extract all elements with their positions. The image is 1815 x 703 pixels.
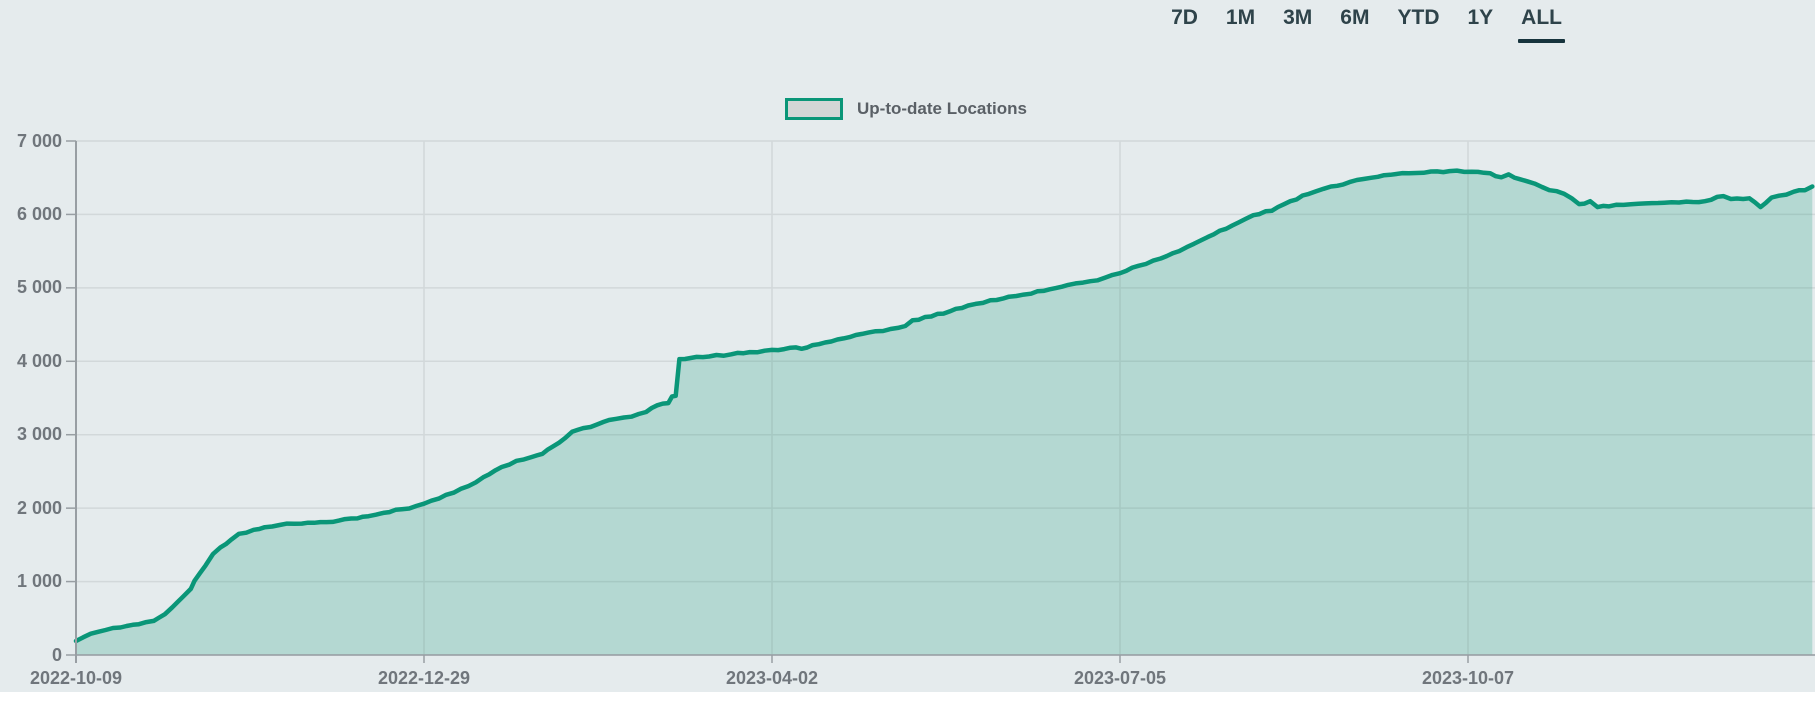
y-axis-tick-label: 3 000	[16, 424, 62, 445]
line-series-up-to-date-locations	[73, 168, 1815, 644]
x-axis-tick-label: 2023-10-07	[1421, 668, 1515, 688]
y-axis-tick-label: 5 000	[16, 277, 62, 298]
y-axis-tick-label: 0	[51, 644, 62, 665]
range-button-7d[interactable]: 7D	[1171, 5, 1198, 43]
legend-item-up-to-date-locations[interactable]: Up-to-date Locations	[785, 98, 1027, 120]
y-axis-tick-label: 6 000	[16, 203, 62, 224]
legend-label: Up-to-date Locations	[857, 99, 1027, 118]
range-button-label: 1M	[1225, 6, 1256, 29]
time-range-selector: 7D 1M 3M 6M YTD 1Y ALL	[1171, 5, 1565, 43]
range-button-label: 3M	[1283, 6, 1313, 29]
range-button-label: ALL	[1521, 6, 1562, 29]
y-axis-tick-label: 4 000	[16, 350, 62, 371]
selected-range-underline	[1518, 39, 1565, 43]
range-button-1m[interactable]: 1M	[1226, 5, 1255, 43]
range-button-label: 1Y	[1467, 6, 1494, 29]
x-axis-tick-label: 2023-07-05	[1073, 668, 1167, 688]
bottom-strip	[0, 692, 1815, 703]
y-axis-tick-label: 1 000	[16, 571, 62, 592]
y-axis-tick-label: 2 000	[16, 497, 62, 518]
x-axis-tick-label: 2022-10-09	[29, 668, 123, 688]
x-axis-tick-label: 2022-12-29	[377, 668, 471, 688]
range-button-all[interactable]: ALL	[1518, 5, 1565, 43]
range-button-6m[interactable]: 6M	[1340, 5, 1369, 43]
legend-swatch-icon	[785, 98, 843, 120]
range-button-3m[interactable]: 3M	[1283, 5, 1312, 43]
range-button-label: 7D	[1171, 6, 1198, 29]
range-button-ytd[interactable]: YTD	[1397, 5, 1439, 43]
range-button-label: YTD	[1397, 6, 1440, 29]
area-fill-up-to-date-locations	[76, 170, 1813, 655]
y-axis-tick-label: 7 000	[16, 130, 62, 151]
range-button-label: 6M	[1340, 6, 1370, 29]
x-axis-tick-label: 2023-04-02	[725, 668, 819, 688]
axes	[75, 141, 1815, 663]
range-button-1y[interactable]: 1Y	[1467, 5, 1493, 43]
